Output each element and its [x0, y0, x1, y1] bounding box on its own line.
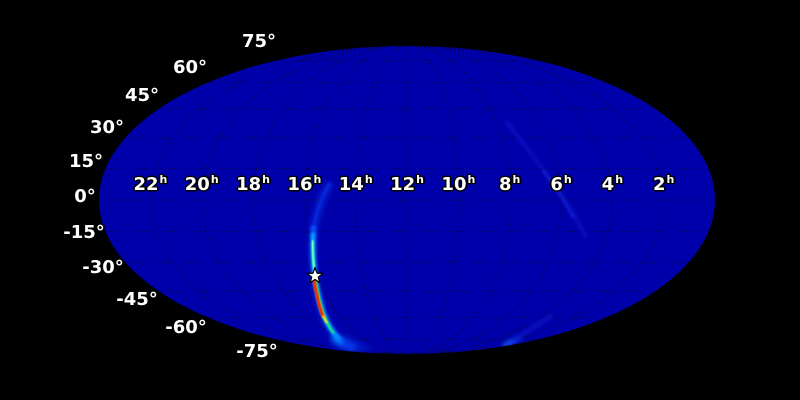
graticule-grid: [99, 45, 715, 355]
graticule-line: [406, 45, 459, 355]
sky-ellipse: [99, 46, 715, 354]
graticule-line: [406, 45, 562, 355]
probability-features: [308, 120, 588, 354]
graticule-line: [149, 45, 408, 355]
graticule-line: [406, 45, 665, 355]
arc-core-yellow-lower: [321, 315, 329, 324]
star-marker: [306, 266, 324, 284]
arc-foot-glow-cyan: [330, 335, 345, 345]
graticule-line: [252, 45, 408, 355]
graticule-line: [201, 45, 408, 355]
graticule-line: [406, 45, 613, 355]
graticule-line: [355, 45, 408, 355]
faint-streak-north: [504, 120, 588, 239]
faint-streak-south-glow2: [501, 340, 514, 348]
arc-core-red: [312, 279, 325, 318]
faint-streak-north-core: [542, 169, 575, 219]
